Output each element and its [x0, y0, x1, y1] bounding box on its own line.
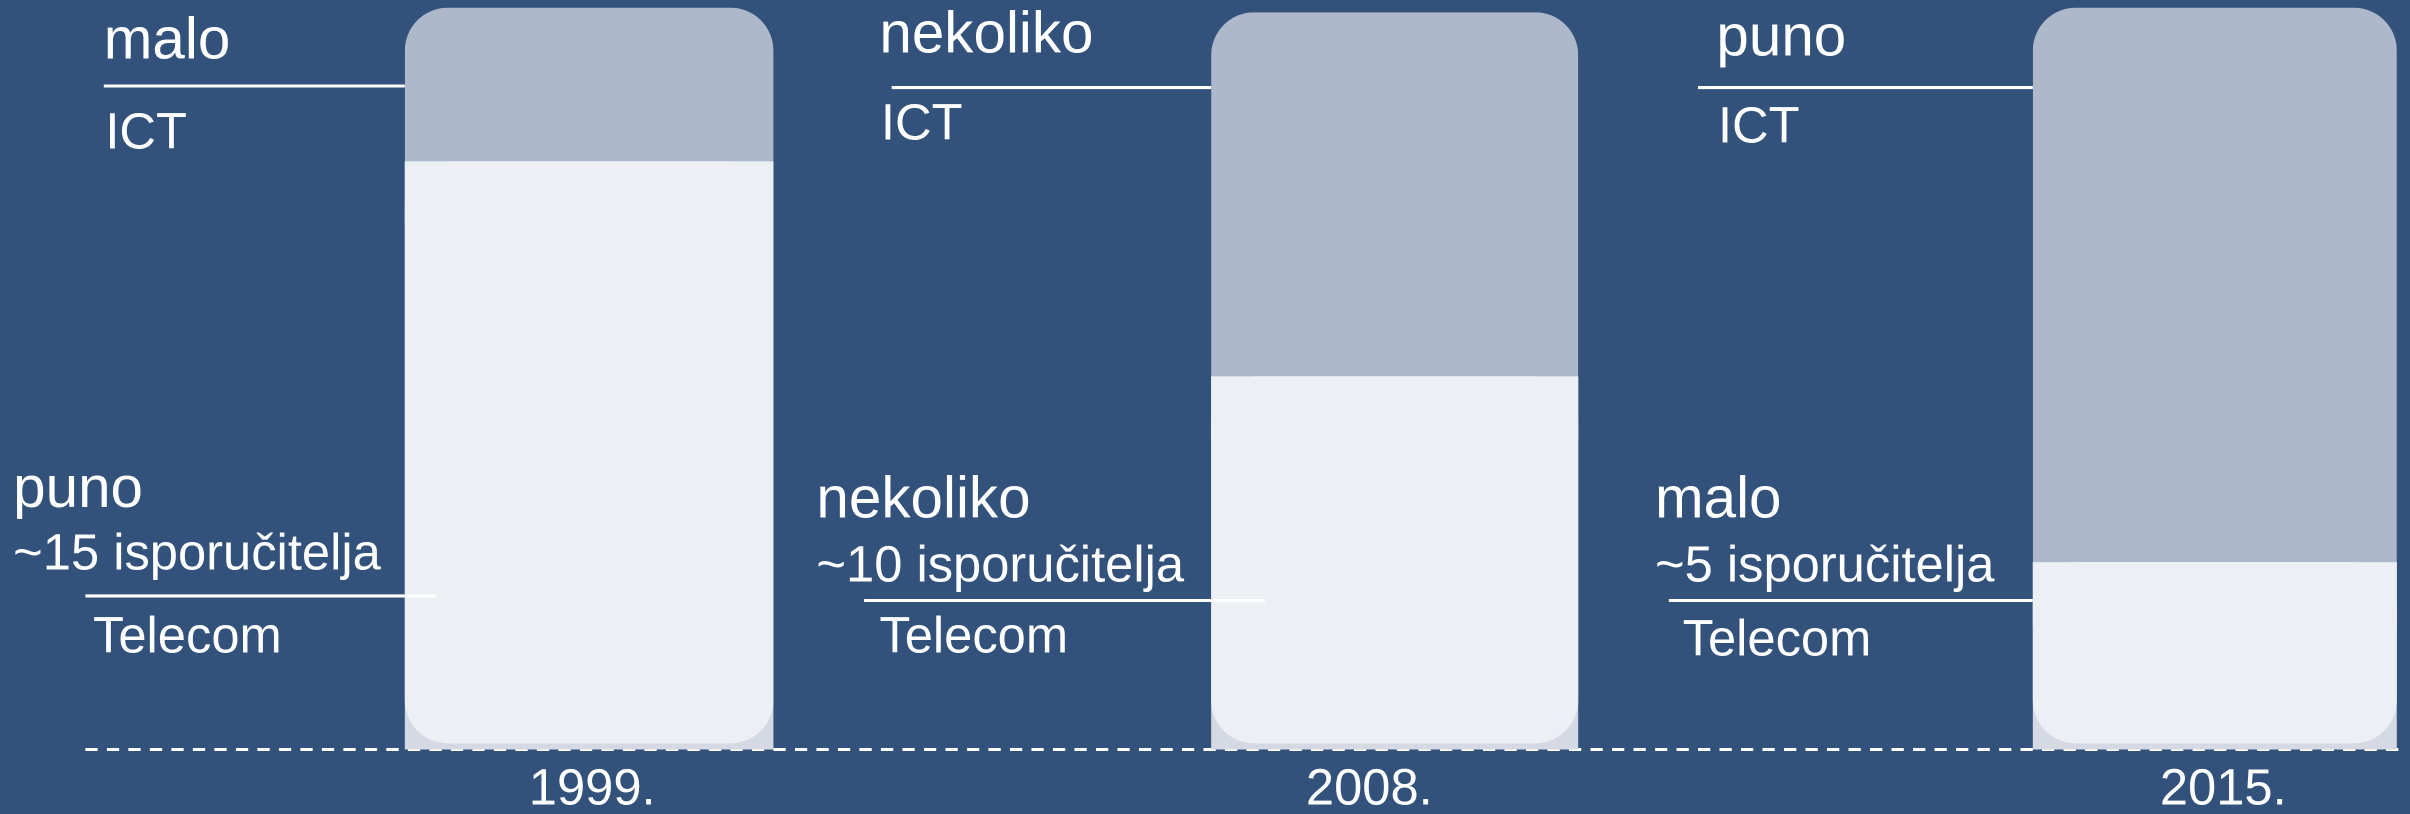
- telecom-level: puno: [13, 455, 143, 520]
- supplier-count: ~5 isporučitelja: [1655, 536, 1995, 593]
- bar-ict: [2032, 7, 2397, 563]
- ict-label: ICT: [881, 93, 963, 150]
- supplier-count: ~10 isporučitelja: [816, 536, 1184, 593]
- supplier-count: ~15 isporučitelja: [13, 523, 381, 580]
- year-label: 2015.: [2160, 758, 2287, 814]
- bar-telecom: [404, 161, 774, 744]
- telecom-level: malo: [1655, 466, 1782, 531]
- telecom-level: nekoliko: [816, 466, 1030, 531]
- telecom-label: Telecom: [1683, 609, 1872, 666]
- bar-telecom-top: [1211, 376, 1579, 441]
- bar-ict: [1211, 12, 1579, 377]
- ict-label: ICT: [1718, 96, 1800, 153]
- year-label: 2008.: [1306, 758, 1433, 814]
- bar-ict: [404, 7, 774, 162]
- bar-telecom-top: [2032, 562, 2397, 627]
- bar-telecom-top: [404, 161, 774, 226]
- ict-level: malo: [104, 6, 231, 71]
- ict-level: nekoliko: [879, 0, 1093, 65]
- ict-label: ICT: [105, 103, 187, 160]
- telecom-label: Telecom: [93, 606, 282, 663]
- year-label: 1999.: [529, 758, 656, 814]
- ict-level: puno: [1716, 3, 1846, 68]
- bar-telecom: [1211, 376, 1579, 744]
- telecom-label: Telecom: [879, 606, 1068, 663]
